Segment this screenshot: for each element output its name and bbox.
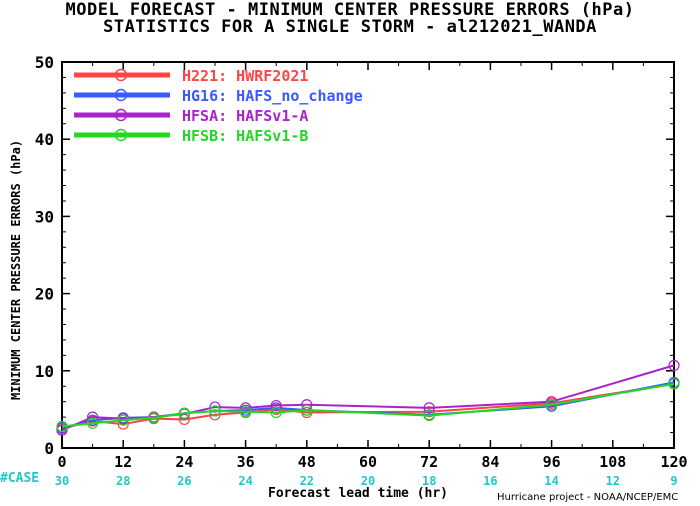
legend-label: HFSA: HAFSv1-A [182, 107, 308, 125]
series-point [117, 414, 129, 426]
legend-swatch-marker [114, 88, 128, 102]
y-tick-label: 30 [35, 207, 54, 226]
series-point [178, 407, 190, 419]
chart-subtitle: STATISTICS FOR A SINGLE STORM - al212021… [103, 17, 597, 37]
case-count: 12 [606, 474, 620, 488]
series-point [148, 412, 160, 424]
case-count: 22 [300, 474, 314, 488]
series-point [209, 409, 221, 421]
series-point [209, 405, 221, 417]
series-point [240, 406, 252, 418]
legend-swatch-marker [114, 68, 128, 82]
x-tick-label: 0 [57, 453, 66, 471]
x-tick-label: 60 [359, 453, 377, 471]
case-count: 26 [177, 474, 191, 488]
x-tick-label: 96 [543, 453, 561, 471]
x-tick-label: 24 [175, 453, 193, 471]
series-point [423, 406, 435, 418]
series-point [301, 404, 313, 416]
case-count: 24 [238, 474, 252, 488]
y-tick-label: 10 [35, 362, 54, 381]
series-line [61, 382, 675, 428]
y-tick-label: 0 [44, 439, 54, 458]
series-point [270, 406, 282, 419]
x-tick-label: 84 [481, 453, 499, 471]
series-point [86, 417, 99, 429]
legend-label: H221: HWRF2021 [182, 67, 308, 85]
series-point [668, 359, 680, 371]
series-point [545, 399, 558, 411]
series-point [209, 401, 221, 413]
x-tick-label: 72 [420, 453, 438, 471]
case-count: 14 [544, 474, 558, 488]
case-count: 28 [116, 474, 130, 488]
series-point [86, 411, 99, 423]
y-tick-label: 50 [35, 53, 54, 72]
x-axis-label: Forecast lead time (hr) [268, 486, 449, 501]
plot-frame [61, 61, 675, 449]
credit-text: Hurricane project - NOAA/NCEP/EMC [497, 492, 679, 503]
x-tick-label: 12 [114, 453, 132, 471]
x-tick-label: 36 [237, 453, 255, 471]
series-point [240, 402, 252, 414]
chart-title: MODEL FORECAST - MINIMUM CENTER PRESSURE… [65, 0, 635, 20]
case-count: 16 [483, 474, 497, 488]
series-point [545, 396, 558, 408]
legend-label: HG16: HAFS_no_change [182, 87, 363, 105]
x-tick-label: 48 [298, 453, 316, 471]
x-tick-label: 108 [599, 453, 626, 471]
x-tick-label: 120 [660, 453, 687, 471]
series-line [61, 381, 675, 429]
case-count: 30 [55, 474, 69, 488]
series-point [56, 424, 68, 436]
legend-label: HFSB: HAFSv1-B [182, 127, 308, 145]
series-point [56, 420, 68, 432]
case-count: 20 [361, 474, 375, 488]
series-point [423, 409, 435, 422]
series-point [668, 378, 680, 390]
case-count: 9 [670, 474, 677, 488]
y-tick-label: 40 [35, 130, 54, 149]
series-point [423, 402, 435, 414]
series-point [270, 399, 282, 412]
legend-swatch-marker [114, 108, 128, 122]
case-count-label: #CASE [0, 471, 40, 486]
case-count: 18 [422, 474, 436, 488]
legend-swatch-marker [114, 128, 128, 142]
y-tick-label: 20 [35, 285, 54, 304]
y-axis-label: MINIMUM CENTER PRESSURE ERRORS (hPa) [9, 139, 23, 401]
